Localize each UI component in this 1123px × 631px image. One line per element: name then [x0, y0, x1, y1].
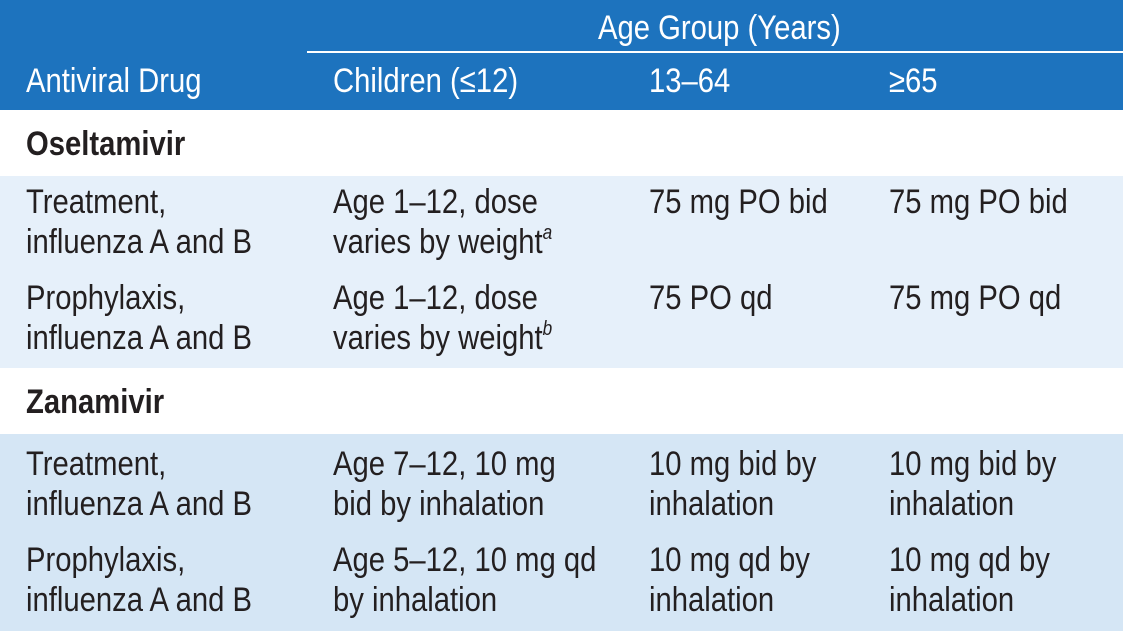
- cell-senior-dose: 75 mg PO qd: [889, 279, 1062, 317]
- cell-children-dose: Age 5–12, 10 mg qd by inhalation: [333, 541, 597, 619]
- column-header-13-64: 13–64: [649, 62, 731, 100]
- footnote-marker: b: [542, 318, 553, 340]
- section-oseltamivir: Oseltamivir: [0, 110, 1123, 176]
- cell-senior-dose: 10 mg qd by inhalation: [889, 541, 1050, 619]
- cell-use: Treatment, influenza A and B: [26, 183, 252, 261]
- cell-adult-dose: 75 mg PO bid: [649, 183, 828, 221]
- cell-use: Prophylaxis, influenza A and B: [26, 279, 252, 357]
- column-header-drug: Antiviral Drug: [26, 62, 202, 100]
- cell-children-dose: Age 1–12, dose varies by weightb: [333, 279, 553, 357]
- cell-children-dose: Age 1–12, dose varies by weighta: [333, 183, 553, 261]
- cell-use: Treatment, influenza A and B: [26, 445, 252, 523]
- cell-adult-dose: 75 PO qd: [649, 279, 773, 317]
- footnote-marker: a: [542, 222, 553, 244]
- cell-children-dose: Age 7–12, 10 mg bid by inhalation: [333, 445, 556, 523]
- cell-use: Prophylaxis, influenza A and B: [26, 541, 252, 619]
- column-header-children: Children (≤12): [333, 62, 519, 100]
- table-header: Age Group (Years) Antiviral Drug Childre…: [0, 0, 1123, 110]
- cell-senior-dose: 10 mg bid by inhalation: [889, 445, 1057, 523]
- section-band: Treatment, influenza A and B Age 1–12, d…: [0, 176, 1123, 368]
- section-title: Oseltamivir: [26, 125, 186, 163]
- section-zanamivir: Zanamivir: [0, 368, 1123, 434]
- age-group-rule: [307, 51, 1123, 53]
- age-group-heading: Age Group (Years): [598, 9, 841, 47]
- section-title: Zanamivir: [26, 383, 165, 421]
- column-header-65-plus: ≥65: [889, 62, 938, 100]
- cell-senior-dose: 75 mg PO bid: [889, 183, 1068, 221]
- cell-adult-dose: 10 mg bid by inhalation: [649, 445, 817, 523]
- section-band: Treatment, influenza A and B Age 7–12, 1…: [0, 434, 1123, 631]
- cell-adult-dose: 10 mg qd by inhalation: [649, 541, 810, 619]
